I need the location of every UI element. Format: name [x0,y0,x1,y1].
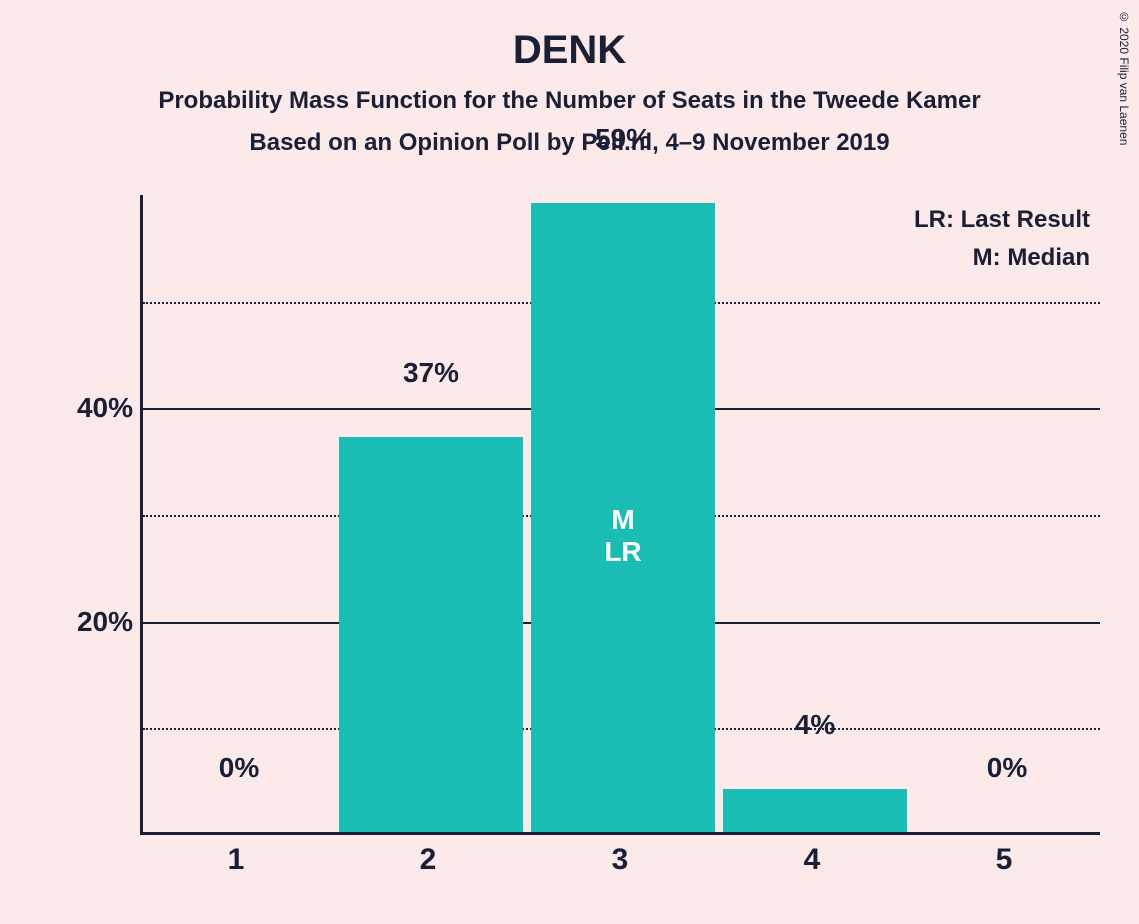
y-tick-label: 20% [43,606,133,638]
x-tick-label: 2 [332,843,524,877]
chart-container: LR: Last Result M: Median 20%40%0%37%59%… [40,195,1110,895]
y-tick-label: 40% [43,392,133,424]
chart-subtitle-1: Probability Mass Function for the Number… [0,87,1139,115]
legend-lr: LR: Last Result [914,201,1090,239]
x-tick-label: 5 [908,843,1100,877]
copyright-text: © 2020 Filip van Laenen [1117,10,1131,145]
chart-title: DENK [0,0,1139,73]
legend-median: M: Median [914,239,1090,277]
x-tick-label: 4 [716,843,908,877]
bar-value-label: 0% [147,752,331,792]
plot-area: LR: Last Result M: Median 20%40%0%37%59%… [140,195,1100,835]
x-tick-label: 3 [524,843,716,877]
x-tick-label: 1 [140,843,332,877]
bar-value-label: 0% [915,752,1099,792]
bar-marker-label: MLR [531,504,715,568]
bar [723,789,907,832]
legend-box: LR: Last Result M: Median [914,201,1090,278]
bar-value-label: 59% [531,123,715,163]
bar-value-label: 37% [339,357,523,397]
bar-value-label: 4% [723,709,907,749]
bar [339,437,523,832]
